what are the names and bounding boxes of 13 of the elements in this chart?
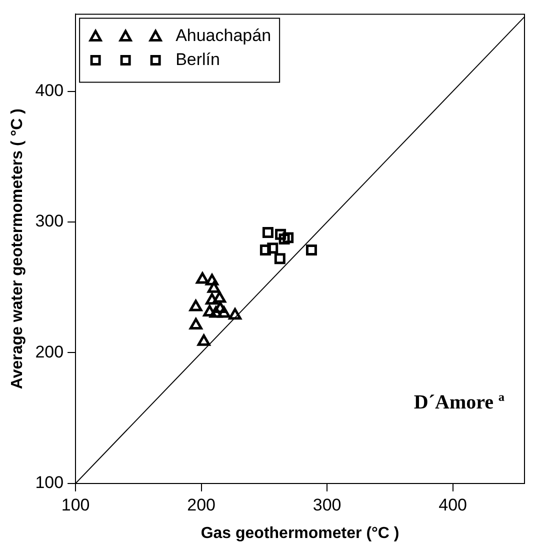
y-tick-label: 200 (35, 342, 64, 362)
x-tick-label: 100 (61, 495, 90, 514)
x-axis-title: Gas geothermometer (°C ) (200, 524, 400, 542)
y-tick-label: 100 (35, 473, 64, 492)
legend-label: Berlín (176, 50, 220, 69)
x-tick-label: 300 (312, 495, 342, 514)
x-tick-label: 400 (438, 495, 468, 514)
y-axis-title: Average water geotermometers ( °C ) (9, 108, 26, 390)
y-tick-label: 300 (35, 212, 64, 231)
annotation: D´Amore ª (414, 392, 504, 414)
y-tick-label: 400 (35, 81, 64, 100)
x-tick-label: 200 (187, 495, 216, 514)
legend-label: Ahuachapán (176, 26, 272, 45)
